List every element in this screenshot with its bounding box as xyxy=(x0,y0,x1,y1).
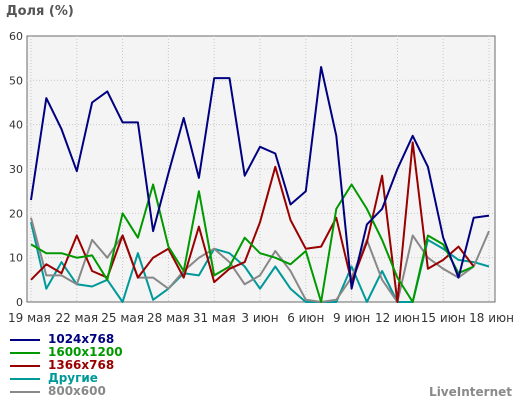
series-lines xyxy=(30,66,490,303)
legend-label: Другие xyxy=(48,371,98,385)
series-line-1600x1200 xyxy=(30,183,475,303)
x-tick-label: 12 июн xyxy=(375,311,420,325)
legend-label: 1600x1200 xyxy=(48,345,123,359)
chart-title: Доля (%) xyxy=(6,4,74,19)
legend-label: 1366x768 xyxy=(48,358,115,372)
y-tick-label: 30 xyxy=(9,163,23,176)
legend-swatch xyxy=(10,339,40,341)
x-tick-label: 6 июн xyxy=(287,311,324,325)
y-tick-label: 10 xyxy=(9,252,23,265)
legend-label: 1024x768 xyxy=(48,332,115,346)
x-tick-label: 22 мая xyxy=(55,311,98,325)
x-tick-label: 18 июн xyxy=(469,311,514,325)
y-tick-label: 60 xyxy=(9,30,23,43)
series-line-1024x768 xyxy=(30,66,490,290)
y-tick-label: 40 xyxy=(9,119,23,132)
legend-swatch xyxy=(10,391,40,393)
legend-swatch xyxy=(10,365,40,367)
x-tick-label: 25 мая xyxy=(101,311,144,325)
x-axis-ticks: 19 мая 22 мая 25 мая 28 мая 31 мая 3 июн 6 июн… xyxy=(8,311,514,325)
x-tick-label: 9 июн xyxy=(333,311,370,325)
y-tick-label: 50 xyxy=(9,74,23,87)
legend-swatch xyxy=(10,378,40,380)
legend-label: 800x600 xyxy=(48,384,106,398)
y-tick-label: 0 xyxy=(16,296,23,309)
x-tick-label: 3 июн xyxy=(241,311,278,325)
x-tick-label: 19 мая xyxy=(8,311,51,325)
x-tick-label: 28 мая xyxy=(147,311,190,325)
y-axis-ticks: 0 10 20 30 40 50 60 xyxy=(9,30,23,309)
legend-swatch xyxy=(10,352,40,354)
series-line-800x600 xyxy=(30,217,490,303)
y-tick-label: 20 xyxy=(9,207,23,220)
x-tick-label: 31 мая xyxy=(193,311,236,325)
credit-label: LiveInternet xyxy=(429,385,512,399)
x-tick-label: 15 июн xyxy=(421,311,466,325)
